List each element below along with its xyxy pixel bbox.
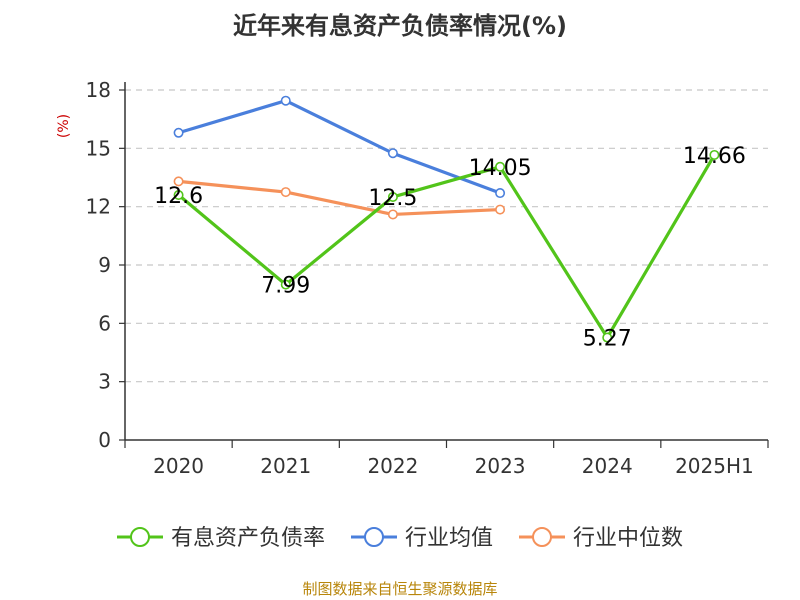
data-point bbox=[495, 204, 506, 215]
axes bbox=[124, 82, 768, 441]
y-tick-label: 12 bbox=[86, 195, 111, 219]
data-point bbox=[387, 148, 398, 159]
series-line-0 bbox=[177, 154, 716, 340]
x-tick-label: 2024 bbox=[582, 454, 633, 478]
legend[interactable]: 有息资产负债率 行业均值 行业中位数 bbox=[117, 526, 683, 551]
y-tick-label: 0 bbox=[98, 428, 111, 452]
data-label: 5.27 bbox=[583, 327, 632, 352]
grid-lines bbox=[125, 89, 768, 383]
data-point bbox=[495, 188, 506, 199]
data-point bbox=[280, 279, 291, 290]
data-point bbox=[495, 161, 506, 172]
legend-label: 行业均值 bbox=[405, 526, 493, 551]
data-point bbox=[387, 209, 398, 220]
data-point bbox=[173, 127, 184, 138]
y-tick-label: 15 bbox=[86, 136, 111, 160]
data-point bbox=[280, 187, 291, 198]
series-line-2 bbox=[178, 179, 501, 217]
legend-item-0[interactable]: 有息资产负债率 bbox=[117, 526, 325, 551]
data-point bbox=[173, 190, 184, 201]
legend-swatch-marker bbox=[364, 527, 384, 547]
y-tick-label: 6 bbox=[98, 311, 111, 335]
x-tick-label: 2023 bbox=[475, 454, 526, 478]
x-tick-label: 2020 bbox=[153, 454, 204, 478]
legend-swatch-marker bbox=[532, 527, 552, 547]
source-note: 制图数据来自恒生聚源数据库 bbox=[302, 580, 497, 598]
data-point bbox=[173, 176, 184, 187]
y-tick-label: 18 bbox=[86, 78, 111, 102]
data-label: 12.5 bbox=[368, 186, 417, 211]
data-label: 12.6 bbox=[154, 184, 203, 209]
data-point bbox=[709, 149, 720, 160]
y-tick-label: 9 bbox=[98, 253, 111, 277]
y-axis-ticks: 0 3 6 9 12 15 18 bbox=[86, 78, 125, 452]
chart-title: 近年来有息资产负债率情况(%) bbox=[233, 12, 567, 40]
data-label: 7.99 bbox=[261, 274, 310, 299]
legend-item-2[interactable]: 行业中位数 bbox=[519, 526, 683, 551]
data-point bbox=[387, 191, 398, 202]
x-tick-label: 2021 bbox=[260, 454, 311, 478]
legend-item-1[interactable]: 行业均值 bbox=[351, 526, 493, 551]
data-label: 14.05 bbox=[469, 156, 532, 181]
data-point bbox=[280, 95, 291, 106]
data-point bbox=[602, 332, 613, 343]
legend-label: 有息资产负债率 bbox=[171, 526, 325, 551]
series-line-1 bbox=[178, 99, 501, 195]
legend-label: 行业中位数 bbox=[573, 526, 683, 551]
data-label: 14.66 bbox=[683, 144, 746, 169]
x-tick-label: 2025H1 bbox=[675, 454, 754, 478]
y-axis-unit: (%) bbox=[56, 114, 72, 138]
y-tick-label: 3 bbox=[98, 370, 111, 394]
series-group bbox=[173, 95, 720, 343]
legend-swatch-marker bbox=[130, 527, 150, 547]
x-axis-ticks: 2020 2021 2022 2023 2024 2025H1 bbox=[124, 440, 769, 478]
x-tick-label: 2022 bbox=[367, 454, 418, 478]
data-labels: 12.6 7.99 12.5 14.05 5.27 14.66 bbox=[154, 144, 746, 352]
